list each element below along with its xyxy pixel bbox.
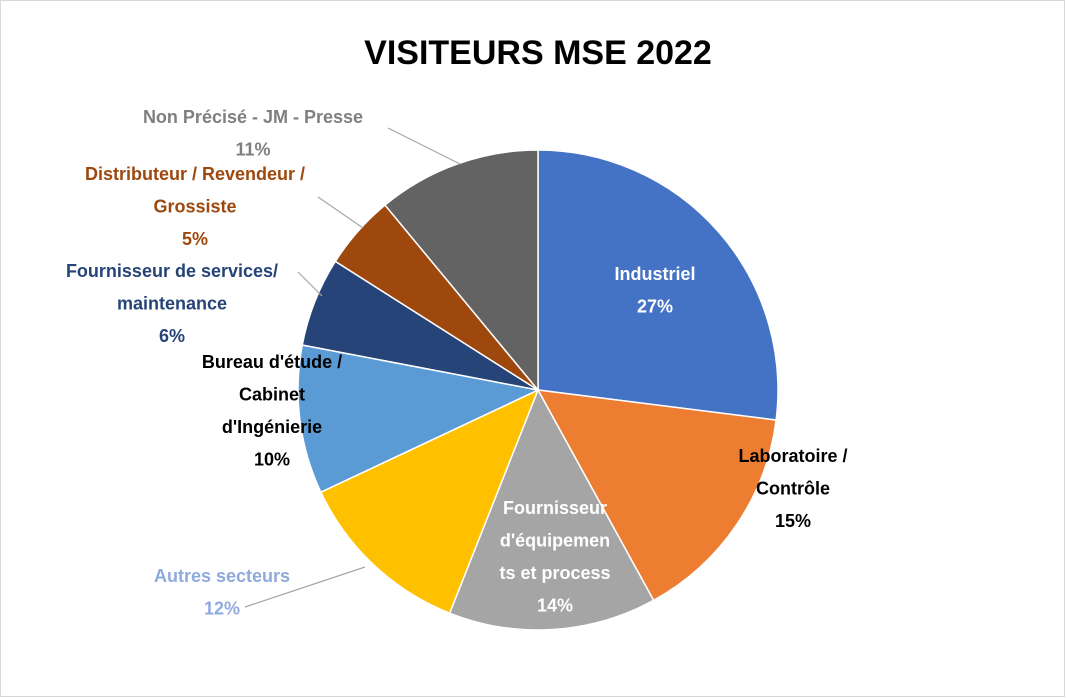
chart-title: VISITEURS MSE 2022 xyxy=(364,34,712,72)
slice-percent: 15% xyxy=(775,511,811,531)
slice-label: Fournisseur d'équipemen ts et process xyxy=(499,498,610,583)
slice-percent: 12% xyxy=(204,598,240,618)
pie-slice xyxy=(448,388,655,631)
pie-slice xyxy=(383,149,539,393)
slice-label-line: Contrôle xyxy=(756,478,830,498)
slice-label-line: Fournisseur xyxy=(503,498,607,518)
pie-slice xyxy=(536,389,777,602)
slice-percent: 27% xyxy=(637,296,673,316)
slice-label-line: Cabinet xyxy=(239,384,305,404)
slice-label-line: Fournisseur de services/ xyxy=(66,261,278,281)
slice-label-line: maintenance xyxy=(117,293,227,313)
pie-slice xyxy=(319,388,540,615)
slice-percent: 6% xyxy=(159,326,185,346)
slice-percent: 5% xyxy=(182,229,208,249)
slice-label: Non Précisé - JM - Presse xyxy=(143,107,363,127)
slice-percent: 10% xyxy=(254,449,290,469)
slice-label: Fournisseur de services/maintenance xyxy=(66,261,278,314)
slice-label-line: Bureau d'étude / xyxy=(202,352,342,372)
slice-percent: 14% xyxy=(537,595,573,615)
pie-slice xyxy=(297,344,541,494)
slice-label: Bureau d'étude / Cabinet d'Ingénierie xyxy=(202,352,342,437)
slice-label-line: Grossiste xyxy=(153,196,236,216)
leader-line xyxy=(244,566,366,608)
slice-label-line: Non Précisé - JM - Presse xyxy=(143,107,363,127)
leader-line xyxy=(317,196,364,229)
slice-percent: 11% xyxy=(235,139,270,159)
slice-label-line: d'équipemen xyxy=(500,530,610,550)
slice-label: Laboratoire / Contrôle xyxy=(738,446,847,499)
slice-label: Autres secteurs xyxy=(154,566,290,586)
slice-label-line: d'Ingénierie xyxy=(222,417,322,437)
pie-slice xyxy=(537,149,779,421)
slice-label: Distributeur / Revendeur / Grossiste xyxy=(85,164,305,217)
slice-label-line: Distributeur / Revendeur / xyxy=(85,164,305,184)
slice-label-line: Laboratoire / xyxy=(738,446,847,466)
leader-line xyxy=(297,271,323,297)
leader-line xyxy=(387,127,461,165)
slice-label-line: ts et process xyxy=(499,563,610,583)
slice-label: Industriel xyxy=(614,264,695,284)
slice-label-line: Autres secteurs xyxy=(154,566,290,586)
slice-label-line: Industriel xyxy=(614,264,695,284)
